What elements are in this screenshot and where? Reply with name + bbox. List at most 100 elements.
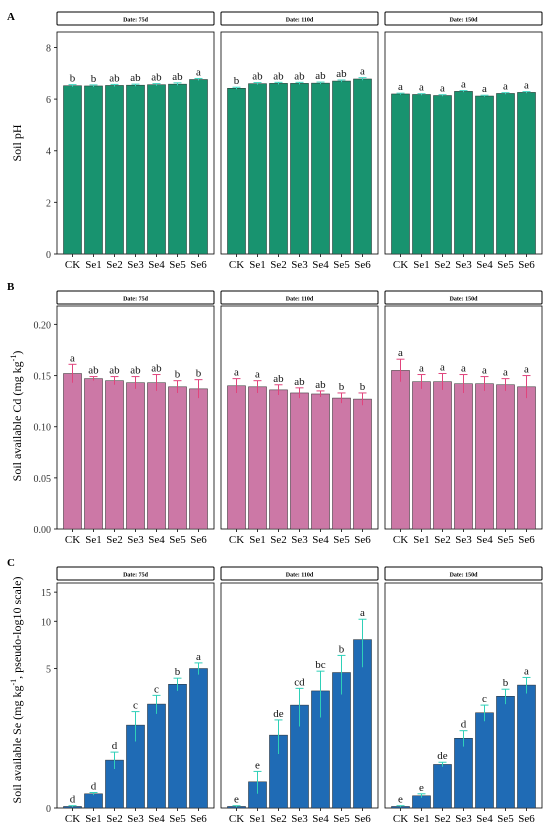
bar [311, 82, 330, 255]
y-axis-label: Soil available Se (mg kg-1, pseudo-log10… [9, 577, 24, 804]
x-tick-label: Se3 [291, 534, 308, 546]
facet-strip [384, 290, 543, 305]
facet-1: Date: 75d a CK ab Se1 ab Se2 ab Se3 ab Se4 b Se5 b Se6 [56, 290, 215, 546]
facet-strip-label: Date: 150d [450, 297, 478, 303]
x-tick-label: Se6 [190, 813, 207, 825]
significance-letter: ab [109, 72, 120, 84]
x-tick-label: Se6 [354, 813, 371, 825]
significance-letter: c [482, 693, 487, 705]
x-tick-label: CK [393, 534, 408, 546]
significance-letter: a [461, 79, 466, 91]
bar [454, 383, 473, 530]
x-tick-label: Se3 [291, 813, 308, 825]
bar [433, 95, 452, 255]
bar [454, 91, 473, 255]
facet-strip-label: Date: 150d [450, 18, 478, 24]
x-tick-label: CK [65, 259, 80, 271]
x-tick-label: CK [229, 534, 244, 546]
facet-strip [56, 290, 215, 305]
significance-letter: b [339, 643, 345, 655]
x-tick-label: CK [65, 813, 80, 825]
facet-strip [384, 566, 543, 581]
significance-letter: e [419, 782, 424, 794]
bar [332, 80, 351, 255]
bar [353, 78, 372, 255]
x-tick-label: CK [229, 813, 244, 825]
significance-letter: ab [151, 72, 162, 84]
x-tick-label: Se2 [106, 813, 123, 825]
x-tick-label: Se1 [85, 813, 102, 825]
significance-letter: a [482, 365, 487, 377]
significance-letter: c [133, 700, 138, 712]
x-tick-label: Se1 [249, 813, 266, 825]
facet-strip-label: Date: 75d [123, 573, 148, 579]
panel-letter: C [7, 557, 15, 569]
x-tick-label: Se6 [190, 259, 207, 271]
bar [353, 398, 372, 530]
x-tick-label: Se2 [434, 259, 451, 271]
facet-3: Date: 150d a CK a Se1 a Se2 a Se3 a Se4 a Se5 a Se6 [384, 290, 543, 546]
facet-strip [56, 566, 215, 581]
bar [147, 703, 166, 809]
facet-3: Date: 150d a CK a Se1 a Se2 a Se3 a Se4 a Se5 a Se6 [384, 11, 543, 271]
y-tick-label: 6 [46, 95, 51, 106]
bar [290, 392, 309, 530]
bar [63, 85, 82, 255]
x-tick-label: Se1 [85, 259, 102, 271]
x-tick-label: Se4 [312, 813, 329, 825]
significance-letter: a [255, 369, 260, 381]
y-axis-label-main: Soil pH [10, 124, 24, 161]
bar [105, 380, 124, 530]
x-tick-label: Se3 [127, 534, 144, 546]
y-tick-label: 0 [46, 804, 51, 815]
bar [147, 84, 166, 255]
x-tick-label: Se3 [455, 259, 472, 271]
y-tick-label: 0.15 [34, 372, 52, 383]
x-tick-label: Se2 [270, 259, 287, 271]
facet-2: Date: 110d a CK a Se1 ab Se2 ab Se3 ab Se4 b Se5 b Se6 [220, 290, 379, 546]
x-tick-label: Se5 [333, 259, 350, 271]
significance-letter: a [503, 81, 508, 93]
x-tick-label: Se6 [518, 259, 535, 271]
facet-strip-label: Date: 110d [286, 573, 314, 579]
significance-letter: ab [315, 379, 326, 391]
facet-strip-label: Date: 150d [450, 573, 478, 579]
significance-letter: a [482, 83, 487, 95]
bar [391, 370, 410, 530]
bar [412, 94, 431, 255]
facet-strip [220, 11, 379, 26]
significance-letter: d [70, 794, 76, 806]
x-tick-label: CK [393, 813, 408, 825]
x-tick-label: Se1 [85, 534, 102, 546]
x-tick-label: Se6 [190, 534, 207, 546]
significance-letter: b [360, 381, 366, 393]
x-tick-label: Se3 [127, 813, 144, 825]
significance-letter: bc [315, 659, 326, 671]
x-tick-label: CK [393, 259, 408, 271]
significance-letter: de [273, 708, 284, 720]
significance-letter: a [524, 364, 529, 376]
panel-b: B Soil available Cd (mg kg-1) 0.00 0.05 0.10… [7, 281, 543, 546]
x-tick-label: Se5 [333, 534, 350, 546]
bar [433, 764, 452, 809]
y-axis-label: Soil available Cd (mg kg-1) [9, 351, 24, 482]
x-tick-label: Se2 [434, 534, 451, 546]
significance-letter: a [398, 81, 403, 93]
panel-c: C Soil available Se (mg kg-1, pseudo-log1… [7, 557, 543, 825]
bar [433, 381, 452, 530]
bar [412, 381, 431, 530]
x-tick-label: Se5 [497, 534, 514, 546]
significance-letter: ab [151, 363, 162, 375]
x-tick-label: Se4 [312, 259, 329, 271]
significance-letter: a [419, 82, 424, 94]
significance-letter: b [91, 73, 97, 85]
significance-letter: a [440, 362, 445, 374]
facet-strip-label: Date: 110d [286, 297, 314, 303]
bar [248, 386, 267, 530]
significance-letter: d [461, 719, 467, 731]
bar [147, 382, 166, 530]
y-tick-label: 4 [46, 147, 51, 158]
bar [391, 93, 410, 255]
